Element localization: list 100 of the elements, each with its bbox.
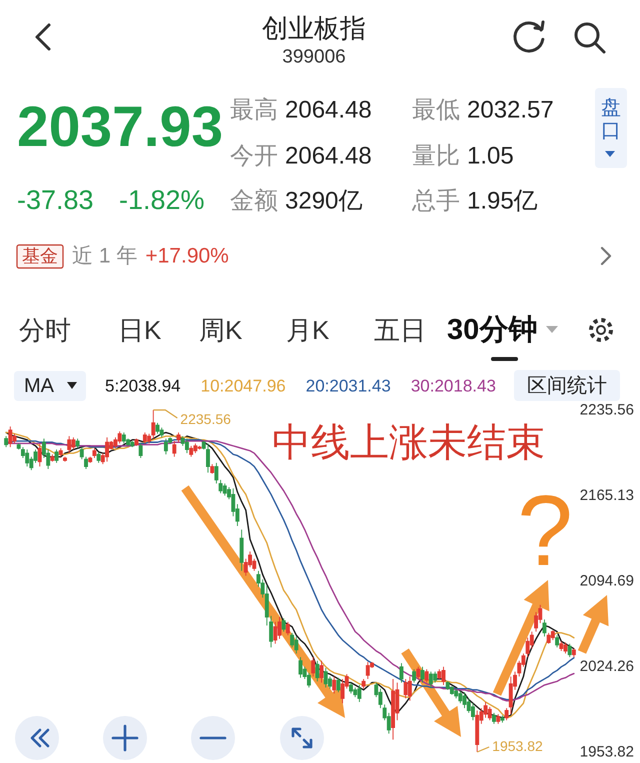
candlestick	[408, 676, 412, 702]
text: 最高	[230, 96, 278, 124]
text: 日K	[118, 315, 162, 345]
text: 1.95亿	[467, 188, 538, 214]
annotation: 1953.82	[492, 738, 543, 754]
candlestick	[193, 443, 198, 454]
candlestick	[462, 692, 467, 709]
chart-subtitle: 399006	[282, 46, 346, 68]
candlestick	[349, 682, 353, 694]
text: 五日	[374, 315, 426, 345]
candlestick	[336, 677, 340, 693]
text: 2064.48	[285, 96, 372, 124]
candlestick	[240, 529, 244, 572]
candlestick	[424, 668, 429, 684]
candlestick	[442, 666, 446, 686]
candlestick	[142, 432, 147, 444]
y-tick-label: 1953.82	[580, 744, 634, 760]
candlestick	[404, 678, 408, 699]
candlestick	[320, 660, 324, 684]
candlestick	[282, 618, 286, 632]
candlestick	[105, 436, 110, 462]
text: 30分钟	[447, 314, 538, 346]
candlestick	[25, 449, 30, 467]
candlestick	[286, 621, 290, 636]
text: +17.90%	[145, 244, 229, 268]
text: 月K	[286, 315, 330, 345]
candlestick	[572, 648, 576, 658]
legend-label: 5:2038.94	[105, 376, 181, 396]
candlestick	[568, 643, 572, 658]
candlestick	[130, 440, 134, 448]
candlestick	[71, 436, 76, 450]
annotation: ?	[517, 475, 573, 587]
candlestick	[54, 449, 59, 464]
candlestick	[298, 656, 302, 678]
candlestick	[504, 708, 509, 721]
candlestick	[189, 445, 194, 458]
candlestick	[399, 662, 404, 684]
text: 2064.48	[285, 142, 372, 170]
candlestick	[446, 680, 450, 690]
candlestick	[412, 668, 416, 684]
legend-label: 30:2018.43	[410, 376, 496, 396]
candlestick	[184, 438, 189, 454]
candlestick	[332, 676, 336, 694]
candlestick	[96, 452, 101, 464]
candlestick	[202, 440, 206, 450]
text: 最低	[412, 96, 460, 124]
candlestick	[470, 702, 475, 721]
candlestick	[16, 443, 21, 450]
candlestick	[353, 686, 358, 698]
candlestick	[76, 438, 80, 449]
candlestick	[428, 671, 433, 688]
text: 分时	[19, 315, 71, 345]
candlestick	[366, 662, 370, 680]
annotation: 中线上涨未结束	[272, 422, 545, 464]
candlestick	[362, 678, 366, 690]
y-tick-label: 2165.13	[580, 486, 634, 504]
candlestick	[58, 448, 63, 458]
candlestick	[160, 427, 164, 438]
y-tick-label: 2094.69	[580, 572, 634, 590]
text: 今开	[230, 142, 278, 170]
candlestick	[416, 666, 420, 680]
y-tick-label: 2235.56	[580, 402, 634, 418]
candlestick	[50, 454, 54, 462]
y-tick-label: 2024.26	[580, 658, 634, 675]
text: 量比	[412, 142, 460, 170]
legend-title: MA	[24, 375, 55, 397]
text: -37.83	[17, 185, 94, 215]
text: 区间统计	[527, 375, 607, 397]
candlestick	[164, 438, 168, 455]
candlestick	[550, 630, 555, 641]
candlestick	[500, 714, 504, 724]
legend-label: 20:2031.43	[306, 376, 391, 396]
candlestick	[206, 443, 210, 474]
legend-label: 10:2047.96	[200, 376, 286, 396]
candlestick	[134, 438, 138, 446]
legend: MA 5:2038.94 10:2047.96 20:2031.43 30:2018.43	[14, 371, 496, 401]
candlestick	[156, 422, 160, 434]
text: -1.82%	[119, 185, 205, 215]
candlestick	[546, 632, 551, 644]
text: 近 1 年	[72, 244, 138, 268]
candlestick	[555, 634, 560, 648]
annotation: 2235.56	[180, 411, 232, 427]
text: 盘口	[601, 97, 621, 142]
candlestick	[151, 410, 156, 440]
candlestick	[122, 432, 126, 444]
candlestick	[8, 426, 12, 448]
text: 2032.57	[467, 96, 554, 124]
text: 周K	[199, 315, 243, 345]
text: 2037.93	[17, 95, 224, 159]
candlestick	[4, 436, 8, 448]
candlestick	[147, 433, 152, 444]
candlestick	[458, 690, 462, 704]
candlestick	[198, 445, 202, 450]
candlestick	[542, 619, 546, 637]
candlestick	[278, 616, 282, 640]
candlestick	[172, 440, 176, 458]
candlestick	[496, 714, 500, 724]
candlestick	[222, 483, 227, 496]
candlestick	[492, 712, 496, 724]
candlestick	[294, 636, 298, 654]
